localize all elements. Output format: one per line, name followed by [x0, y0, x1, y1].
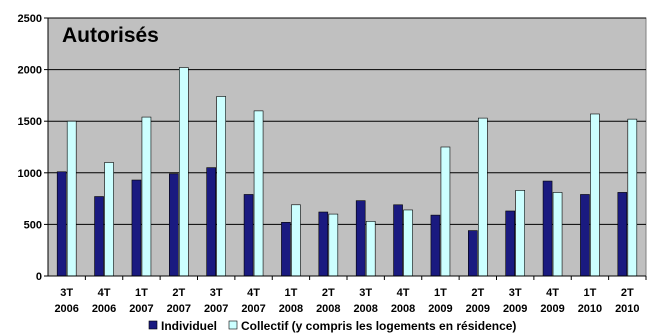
x-tick-label-year: 2009	[428, 303, 452, 315]
x-tick-label-year: 2010	[615, 303, 639, 315]
x-tick-label-year: 2008	[391, 303, 415, 315]
y-tick-label: 1000	[18, 168, 42, 180]
bar-individuel	[355, 200, 366, 277]
chart-title: Autorisés	[62, 24, 159, 47]
bar-collectif	[253, 110, 264, 277]
x-tick-label-year: 2006	[92, 303, 116, 315]
bar-collectif	[590, 113, 600, 277]
x-axis-labels: 3T 2006 4T 2006 1T 2007 2T 2007 3T 2007 4T 2007 1T 20…	[54, 276, 647, 315]
x-tick-label-quarter: 4T	[98, 287, 111, 299]
bar-individuel	[617, 192, 628, 277]
x-tick-label-year: 2009	[503, 303, 527, 315]
x-tick-label-year: 2008	[353, 303, 377, 315]
bar-collectif	[104, 162, 114, 277]
x-tick-label-year: 2007	[129, 303, 153, 315]
bar-collectif	[552, 192, 563, 277]
bar-individuel	[169, 173, 179, 277]
x-tick-label-quarter: 1T	[285, 287, 298, 299]
x-tick-label-quarter: 1T	[584, 287, 597, 299]
x-tick-label-year: 2010	[578, 303, 602, 315]
y-tick-label: 0	[36, 271, 42, 283]
bar-individuel	[206, 167, 216, 277]
bar-collectif	[141, 116, 152, 277]
x-tick-label-quarter: 3T	[509, 287, 522, 299]
legend-label: Collectif (y compris les logements en ré…	[241, 319, 516, 333]
x-tick-label-quarter: 3T	[359, 287, 372, 299]
y-tick-label: 2500	[18, 13, 42, 25]
legend: Individuel Collectif (y compris les logem…	[148, 319, 516, 333]
x-tick-label-quarter: 4T	[247, 287, 260, 299]
bar-collectif	[66, 120, 77, 277]
x-tick-label-quarter: 3T	[60, 287, 73, 299]
bar-collectif	[478, 117, 488, 277]
x-tick-label-quarter: 2T	[172, 287, 185, 299]
bar-collectif	[627, 118, 638, 277]
bar-collectif	[365, 221, 376, 277]
legend-swatch	[228, 320, 238, 330]
bar-individuel	[243, 194, 254, 277]
bar-collectif	[328, 213, 339, 277]
x-tick-label-year: 2009	[540, 303, 564, 315]
x-tick-label-year: 2008	[279, 303, 303, 315]
x-tick-label-quarter: 4T	[397, 287, 410, 299]
bar-individuel	[505, 210, 515, 277]
bar-individuel	[318, 211, 329, 277]
legend-swatch	[148, 320, 158, 330]
x-tick-label-quarter: 4T	[546, 287, 559, 299]
y-axis-ticks: 0 500 1000 1500 2000 2500	[18, 13, 48, 283]
bar-individuel	[94, 196, 104, 277]
x-tick-label-year: 2006	[54, 303, 78, 315]
bar-collectif	[440, 146, 451, 277]
bar-collectif	[403, 209, 413, 277]
x-tick-label-year: 2007	[167, 303, 191, 315]
x-tick-label-year: 2009	[466, 303, 490, 315]
x-tick-label-year: 2007	[204, 303, 228, 315]
bar-individuel	[393, 204, 403, 277]
bar-individuel	[580, 194, 590, 277]
bar-collectif	[216, 96, 226, 277]
x-tick-label-quarter: 1T	[434, 287, 447, 299]
x-tick-label-quarter: 2T	[471, 287, 484, 299]
x-tick-label-quarter: 2T	[621, 287, 634, 299]
x-tick-label-quarter: 1T	[135, 287, 148, 299]
bar-collectif	[291, 204, 301, 277]
bar-individuel	[468, 230, 478, 277]
y-tick-label: 1500	[18, 116, 42, 128]
x-tick-label-year: 2007	[241, 303, 265, 315]
bar-individuel	[542, 180, 553, 277]
bar-individuel	[131, 179, 142, 277]
bar-collectif	[515, 190, 525, 277]
bar-individuel	[56, 171, 67, 277]
y-tick-label: 2000	[18, 65, 42, 77]
bar-collectif	[179, 67, 189, 277]
x-tick-label-quarter: 2T	[322, 287, 335, 299]
bar-individuel	[281, 222, 291, 277]
legend-label: Individuel	[161, 319, 217, 333]
y-tick-label: 500	[24, 219, 42, 231]
bar-individuel	[430, 214, 441, 277]
bars	[56, 67, 638, 277]
x-tick-label-quarter: 3T	[210, 287, 223, 299]
x-tick-label-year: 2008	[316, 303, 340, 315]
